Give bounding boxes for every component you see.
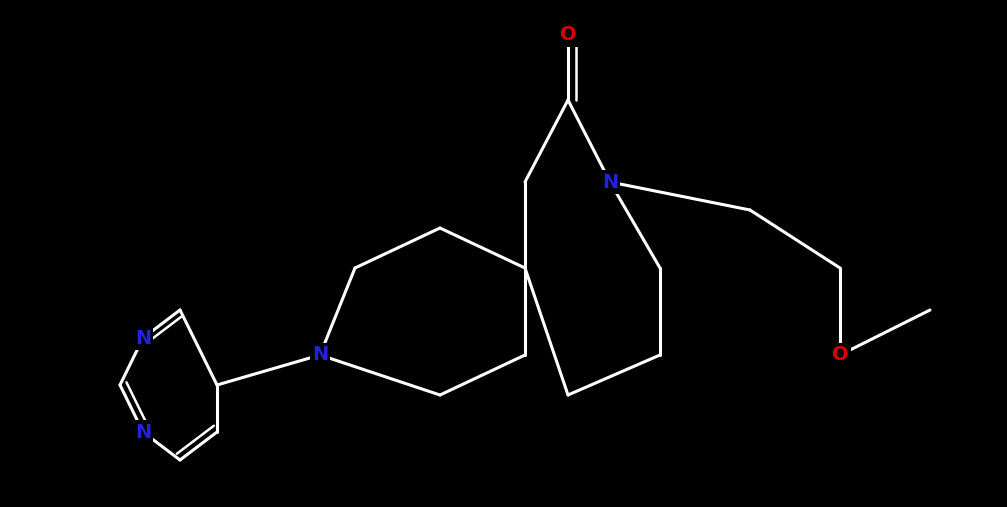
Text: N: N [312,345,328,365]
Text: N: N [135,329,151,347]
Text: O: O [560,25,576,45]
Text: N: N [602,172,618,192]
Text: N: N [135,422,151,442]
Text: O: O [832,345,848,365]
